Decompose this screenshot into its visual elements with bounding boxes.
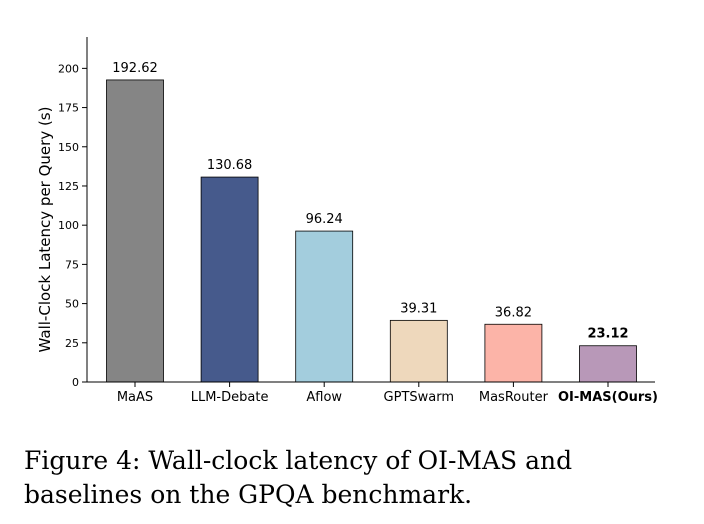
y-tick-label: 0 — [72, 376, 79, 389]
x-tick-label: MaAS — [117, 390, 153, 405]
figure-caption: Figure 4: Wall-clock latency of OI-MAS a… — [24, 446, 573, 509]
x-axis-ticks: MaAS LLM-Debate Aflow GPTSwarm MasRouter OI-M… — [117, 382, 658, 405]
data-label: 192.62 — [112, 61, 158, 76]
bar-aflow — [295, 230, 354, 383]
x-tick-label: MasRouter — [479, 390, 549, 405]
y-tick-label: 100 — [58, 219, 79, 232]
y-axis-title: Wall-Clock Latency per Query (s) — [36, 107, 54, 353]
x-tick-label: GPTSwarm — [384, 390, 454, 405]
x-tick-label: LLM-Debate — [191, 390, 269, 405]
x-tick-label: Aflow — [306, 390, 342, 405]
data-label: 23.12 — [587, 327, 628, 342]
y-axis-ticks: 0 25 50 75 100 125 150 175 200 — [58, 62, 87, 389]
data-label: 130.68 — [207, 158, 253, 173]
bar-masrouter — [484, 323, 543, 383]
y-tick-label: 150 — [58, 141, 79, 154]
bar-oi-mas-ours — [579, 345, 637, 383]
bar-gptswarm — [389, 319, 448, 383]
y-tick-label: 125 — [58, 180, 79, 193]
latency-bar-chart: 0 25 50 75 100 125 150 175 200 192.62 130.68 96.24… — [36, 37, 658, 405]
data-label: 39.31 — [400, 301, 437, 316]
y-tick-label: 50 — [65, 298, 79, 311]
y-tick-label: 75 — [65, 258, 79, 271]
x-tick-label: OI-MAS(Ours) — [558, 390, 658, 405]
bars: 192.62 130.68 96.24 39.31 36.82 23.12 — [106, 61, 637, 383]
bar-maas — [106, 79, 164, 383]
y-tick-label: 200 — [58, 62, 79, 75]
data-label: 96.24 — [306, 212, 343, 227]
y-tick-label: 25 — [65, 337, 79, 350]
bar-llm-debate — [200, 176, 259, 383]
data-label: 36.82 — [495, 305, 532, 320]
y-tick-label: 175 — [58, 102, 79, 115]
